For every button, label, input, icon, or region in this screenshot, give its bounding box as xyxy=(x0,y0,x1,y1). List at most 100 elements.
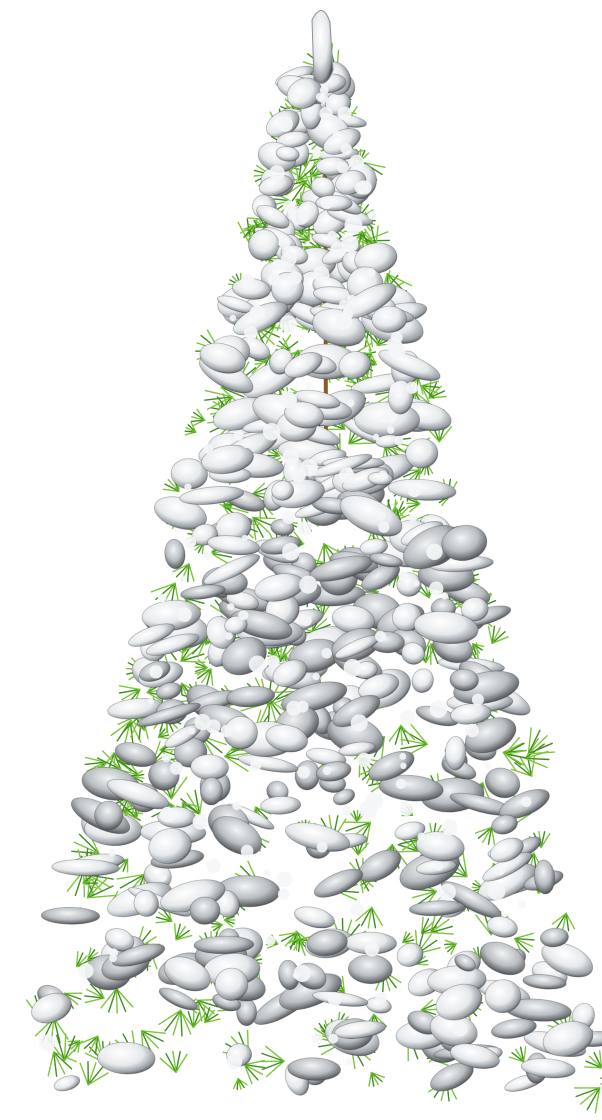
snow-clump xyxy=(484,767,521,799)
snow-clump xyxy=(310,176,336,199)
snow-clump xyxy=(145,633,200,656)
snow-clump xyxy=(415,831,465,862)
snow-highlight xyxy=(343,659,362,677)
snow-highlight xyxy=(108,848,117,857)
snow-highlight xyxy=(188,727,196,735)
snow-highlight xyxy=(244,325,258,340)
snow-highlight xyxy=(249,305,265,321)
snow-highlight xyxy=(438,883,456,901)
snow-clump xyxy=(449,1043,500,1070)
snow-highlight xyxy=(293,964,311,983)
snow-highlight xyxy=(267,272,281,286)
snow-highlight xyxy=(192,814,208,830)
needle-spray xyxy=(182,1010,206,1029)
snow-highlight xyxy=(395,778,406,790)
snow-highlight xyxy=(366,268,376,277)
snow-highlight xyxy=(278,236,291,249)
snow-clump xyxy=(163,956,211,992)
snow-clump xyxy=(106,778,170,810)
snow-highlight xyxy=(265,935,276,946)
needle-spray xyxy=(368,1071,385,1087)
snow-highlight xyxy=(341,308,354,320)
needle-spray xyxy=(203,1006,221,1024)
snow-highlight xyxy=(272,259,285,271)
snow-clump xyxy=(444,736,467,771)
snow-clump xyxy=(189,896,221,925)
snow-highlight xyxy=(206,719,221,734)
snow-highlight xyxy=(350,903,364,917)
snow-highlight xyxy=(342,806,352,816)
snow-highlight xyxy=(227,603,235,611)
snow-highlight xyxy=(426,543,443,560)
snow-highlight xyxy=(220,724,233,738)
snow-clump xyxy=(272,659,308,687)
snow-clump xyxy=(164,538,186,570)
needle-spray xyxy=(527,727,555,755)
snow-highlight xyxy=(378,521,390,533)
snow-highlight xyxy=(344,216,363,235)
needle-spray xyxy=(355,906,383,929)
snow-highlight xyxy=(429,700,448,718)
needle-spray xyxy=(47,1033,84,1062)
snow-highlight xyxy=(281,251,297,267)
snow-highlight xyxy=(233,430,244,441)
snow-highlight xyxy=(332,130,342,140)
snow-clump xyxy=(114,742,157,768)
snow-highlight xyxy=(297,521,312,536)
snow-clump xyxy=(435,983,483,1021)
snow-clump xyxy=(31,992,72,1024)
snow-clump xyxy=(394,821,426,841)
snow-clump xyxy=(460,596,489,622)
needle-spray xyxy=(551,912,576,932)
snow-clump xyxy=(491,1018,537,1039)
snow-clump xyxy=(190,754,229,781)
snow-clump xyxy=(520,1058,576,1079)
snow-clump xyxy=(338,351,372,379)
snow-highlight xyxy=(318,93,328,104)
needle-spray xyxy=(210,919,223,934)
snow-clump xyxy=(465,717,517,754)
snow-highlight xyxy=(262,423,281,441)
needle-spray xyxy=(75,951,93,968)
needle-spray xyxy=(177,682,192,696)
snow-highlight xyxy=(225,632,233,640)
needle-spray xyxy=(79,1060,109,1086)
snow-clump xyxy=(271,480,295,501)
needle-spray xyxy=(194,658,208,676)
snow-clump xyxy=(224,615,248,635)
snow-highlight xyxy=(434,862,444,871)
snow-highlight xyxy=(203,443,214,454)
needle-spray xyxy=(100,987,134,1014)
snow-clump xyxy=(408,900,465,917)
snow-highlight xyxy=(328,1033,339,1044)
snow-highlight xyxy=(400,762,407,769)
snow-highlight xyxy=(375,630,386,642)
snow-clump xyxy=(542,1021,594,1057)
snow-clump xyxy=(361,563,401,592)
snow-highlight xyxy=(452,1021,468,1037)
snow-highlight xyxy=(258,236,266,244)
needle-spray xyxy=(286,937,304,953)
needle-spray xyxy=(47,1051,77,1077)
snow-clump xyxy=(441,524,488,562)
snow-highlight xyxy=(241,438,252,449)
snow-highlight xyxy=(316,841,328,853)
snow-highlight xyxy=(406,381,419,394)
snow-clump xyxy=(284,401,325,429)
snow-highlight xyxy=(277,116,293,132)
snow-highlight xyxy=(267,655,280,668)
snow-highlight xyxy=(277,888,290,900)
needle-spray xyxy=(420,380,440,403)
snow-highlight xyxy=(279,315,297,333)
needle-spray xyxy=(184,421,197,436)
snow-clump xyxy=(313,868,364,898)
snow-highlight xyxy=(417,832,426,841)
snow-highlight xyxy=(147,698,154,705)
snow-highlight xyxy=(367,211,377,220)
snow-clump xyxy=(479,941,526,976)
snow-highlight xyxy=(250,760,262,771)
snow-clump xyxy=(294,906,335,929)
snow-clump xyxy=(449,668,479,692)
